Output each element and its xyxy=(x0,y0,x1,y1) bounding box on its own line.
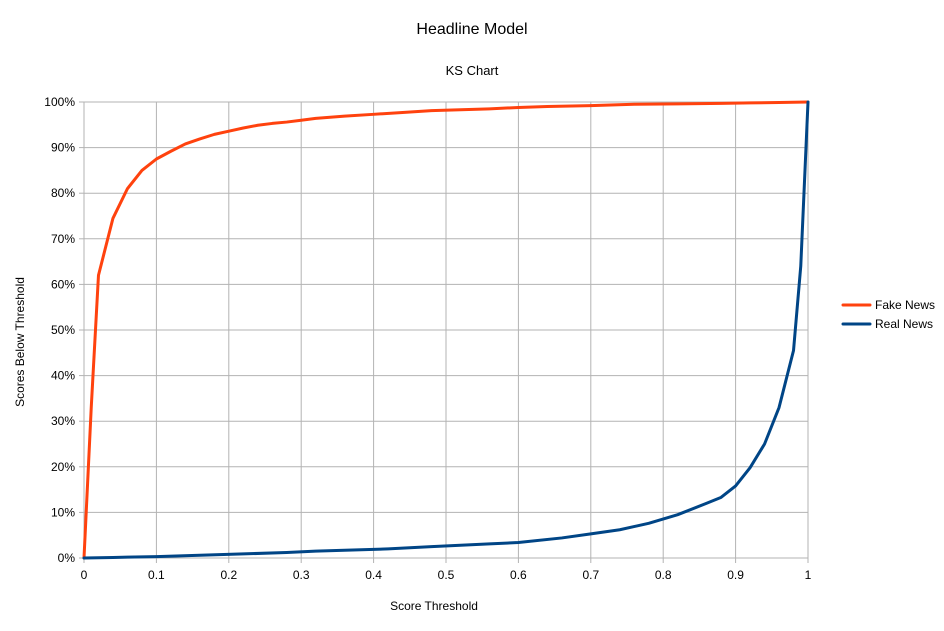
grid-layer xyxy=(83,101,809,559)
series-layer xyxy=(82,100,810,560)
x-tick-label: 0.1 xyxy=(148,568,165,582)
legend-label-real-news: Real News xyxy=(875,317,933,331)
x-tick-label: 0.5 xyxy=(438,568,455,582)
y-tick-label: 10% xyxy=(51,505,75,519)
y-axis-label: Scores Below Threshold xyxy=(13,277,27,407)
chart-subtitle: KS Chart xyxy=(446,63,499,78)
chart-title: Headline Model xyxy=(416,21,527,38)
series-line-fake-news xyxy=(82,100,810,560)
y-tick-label: 80% xyxy=(51,186,75,200)
y-tick-label: 40% xyxy=(51,369,75,383)
y-tick-label: 70% xyxy=(51,232,75,246)
x-tick-label: 0.6 xyxy=(510,568,527,582)
x-tick-label: 0.4 xyxy=(365,568,382,582)
x-tick-label: 0 xyxy=(81,568,88,582)
x-tick-label: 0.8 xyxy=(655,568,672,582)
x-tick-label: 1 xyxy=(805,568,812,582)
y-tick-label: 50% xyxy=(51,323,75,337)
x-tick-label: 0.3 xyxy=(293,568,310,582)
x-axis-label: Score Threshold xyxy=(390,599,478,613)
y-tick-label: 20% xyxy=(51,460,75,474)
axis-layer: 0% 10% 20% 30% 40% 50% 60% 70% 80% 90% 100% 0 0.1 0.2… xyxy=(44,95,811,582)
legend: Fake News Real News xyxy=(841,298,935,331)
x-tick-label: 0.7 xyxy=(582,568,599,582)
x-tick-label: 0.9 xyxy=(727,568,744,582)
x-tick-label: 0.2 xyxy=(220,568,237,582)
y-tick-label: 100% xyxy=(44,95,75,109)
series-line-real-news xyxy=(82,100,810,560)
y-tick-label: 90% xyxy=(51,141,75,155)
y-tick-label: 0% xyxy=(58,551,76,565)
y-tick-label: 30% xyxy=(51,414,75,428)
legend-label-fake-news: Fake News xyxy=(875,298,935,312)
y-tick-label: 60% xyxy=(51,277,75,291)
